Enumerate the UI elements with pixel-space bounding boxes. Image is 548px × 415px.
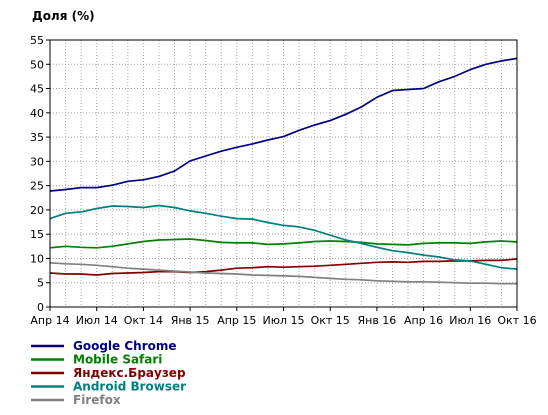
y-tick-label: 55 bbox=[30, 34, 44, 47]
y-tick-label: 45 bbox=[30, 83, 44, 96]
x-tick-label: Янв 16 bbox=[357, 314, 396, 327]
x-tick-label: Апр 15 bbox=[217, 314, 256, 327]
x-tick-label: Янв 15 bbox=[171, 314, 210, 327]
x-tick-label: Окт 16 bbox=[497, 314, 536, 327]
x-tick-labels: Апр 14 Июл 14 Окт 14 Янв 15 Апр 15 Июл 15 Окт … bbox=[30, 314, 536, 327]
legend-label: Android Browser bbox=[73, 380, 186, 394]
legend-label: Firefox bbox=[73, 393, 121, 407]
x-tick-label: Июл 14 bbox=[76, 314, 118, 327]
y-tick-label: 25 bbox=[30, 180, 44, 193]
y-tick-label: 15 bbox=[30, 228, 44, 241]
y-tick-label: 10 bbox=[30, 252, 44, 265]
plot-frame bbox=[49, 39, 518, 308]
y-axis-label: Доля (%) bbox=[32, 9, 95, 23]
y-tick-label: 5 bbox=[37, 277, 44, 290]
legend-label: Google Chrome bbox=[73, 339, 177, 353]
y-tick-label: 0 bbox=[37, 301, 44, 314]
grid bbox=[50, 39, 517, 307]
legend-label: Яндекс.Браузер bbox=[73, 366, 186, 380]
y-tick-label: 35 bbox=[30, 131, 44, 144]
axes bbox=[46, 39, 518, 311]
y-tick-label: 20 bbox=[30, 204, 44, 217]
x-tick-label: Июл 15 bbox=[262, 314, 304, 327]
legend-label: Mobile Safari bbox=[73, 353, 162, 367]
series-line-4 bbox=[49, 204, 518, 270]
x-tick-label: Апр 16 bbox=[404, 314, 443, 327]
y-tick-label: 30 bbox=[30, 155, 44, 168]
x-tick-label: Окт 14 bbox=[124, 314, 163, 327]
y-tick-labels: 0 5 10 15 20 25 30 35 40 45 50 55 bbox=[30, 34, 44, 314]
x-tick-label: Июл 16 bbox=[449, 314, 491, 327]
x-tick-label: Апр 14 bbox=[30, 314, 69, 327]
x-tick-label: Окт 15 bbox=[311, 314, 350, 327]
series-line-5 bbox=[49, 261, 517, 285]
series-line-3 bbox=[49, 258, 518, 276]
series-line-2 bbox=[49, 238, 518, 249]
series-line-1 bbox=[49, 57, 518, 192]
series-lines bbox=[49, 57, 518, 285]
y-tick-label: 40 bbox=[30, 107, 44, 120]
y-tick-label: 50 bbox=[30, 58, 44, 71]
